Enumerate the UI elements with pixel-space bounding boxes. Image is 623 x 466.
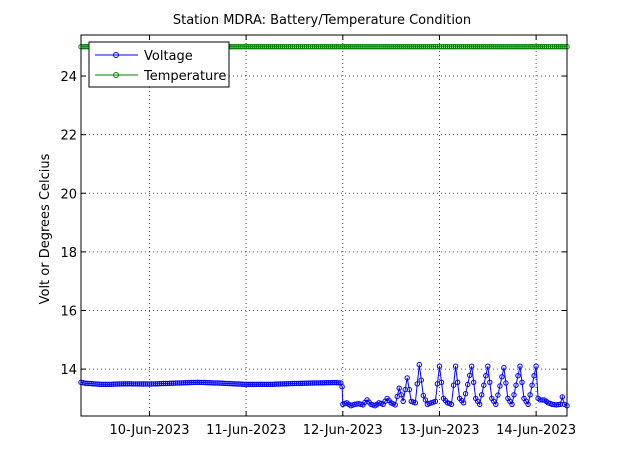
voltage-data-point (479, 392, 485, 398)
voltage-data-point (517, 363, 523, 369)
voltage-data-point (452, 363, 459, 369)
voltage-data-point (438, 379, 445, 385)
voltage-data-point (414, 381, 420, 387)
voltage-data-point (339, 384, 345, 390)
voltage-data-point (497, 383, 503, 389)
voltage-data-point (525, 401, 531, 407)
x-tick-label: 13-Jun-2023 (399, 423, 479, 438)
y-tick-label: 22 (60, 129, 77, 144)
legend-temperature-marker (113, 72, 119, 78)
voltage-data-point (418, 377, 424, 383)
y-tick-label: 20 (60, 187, 77, 202)
voltage-data-point (527, 392, 533, 398)
plot-area-frame (80, 34, 568, 417)
voltage-data-point (336, 380, 342, 386)
x-tick-label: 11-Jun-2023 (206, 423, 286, 438)
voltage-data-point (432, 398, 439, 404)
voltage-data-point (471, 379, 477, 385)
plot-series (78, 44, 570, 409)
voltage-data-point (495, 392, 501, 398)
y-tick-label: 24 (60, 70, 77, 85)
voltage-data-point (392, 402, 398, 408)
voltage-data-point (416, 362, 422, 368)
voltage-data-point (396, 385, 402, 391)
legend-temperature-label: Temperature (143, 69, 226, 84)
grid-lines (81, 35, 567, 416)
voltage-data-point (448, 401, 455, 407)
voltage-data-point (422, 397, 429, 403)
legend-box (88, 41, 230, 88)
voltage-data-point (398, 392, 404, 398)
voltage-data-point (404, 375, 410, 381)
voltage-data-point (477, 401, 483, 407)
y-tick-label: 14 (60, 363, 77, 378)
voltage-data-point (450, 382, 457, 388)
y-tick-label: 18 (60, 246, 77, 261)
voltage-data-point (412, 400, 418, 406)
voltage-data-point (499, 374, 505, 380)
x-tick-label: 14-Jun-2023 (496, 423, 576, 438)
voltage-data-point (519, 379, 525, 385)
voltage-data-point (501, 364, 507, 371)
voltage-data-point (531, 373, 537, 379)
voltage-data-point (462, 391, 469, 397)
voltage-data-point (420, 392, 426, 399)
y-tick-label: 16 (60, 304, 77, 319)
voltage-data-point (513, 382, 519, 388)
voltage-data-point (406, 386, 412, 393)
x-tick-label: 12-Jun-2023 (303, 423, 383, 438)
voltage-data-point (529, 382, 535, 388)
voltage-data-point (436, 363, 443, 369)
voltage-data-point (467, 372, 473, 378)
voltage-data-point (469, 363, 475, 369)
voltage-data-point (454, 379, 461, 385)
voltage-data-point (460, 400, 467, 406)
voltage-data-point (485, 363, 491, 369)
x-tick-label: 10-Jun-2023 (109, 423, 189, 438)
voltage-data-point (400, 398, 406, 404)
voltage-data-point (511, 392, 517, 398)
legend-voltage-marker (113, 52, 119, 58)
chart-title: Station MDRA: Battery/Temperature Condit… (173, 13, 471, 28)
voltage-data-point (487, 379, 493, 385)
y-axis-label: Volt or Degrees Celcius (38, 153, 53, 304)
voltage-data-point (555, 401, 561, 408)
voltage-data-point (515, 373, 521, 379)
voltage-data-point (481, 382, 487, 388)
voltage-data-point (559, 394, 565, 400)
legend-voltage-label: Voltage (144, 49, 193, 64)
voltage-data-point (509, 401, 515, 407)
voltage-data-point (533, 363, 539, 369)
axis-ticks: 14 16 18 20 22 24 10-Jun-2023 11-Jun-2023 12-Jun… (60, 35, 576, 438)
legend: Voltage Temperature (88, 41, 230, 88)
voltage-data-point (465, 381, 471, 388)
voltage-data-point (493, 401, 499, 407)
voltage-data-point (483, 373, 489, 379)
voltage-data-point (503, 380, 509, 386)
